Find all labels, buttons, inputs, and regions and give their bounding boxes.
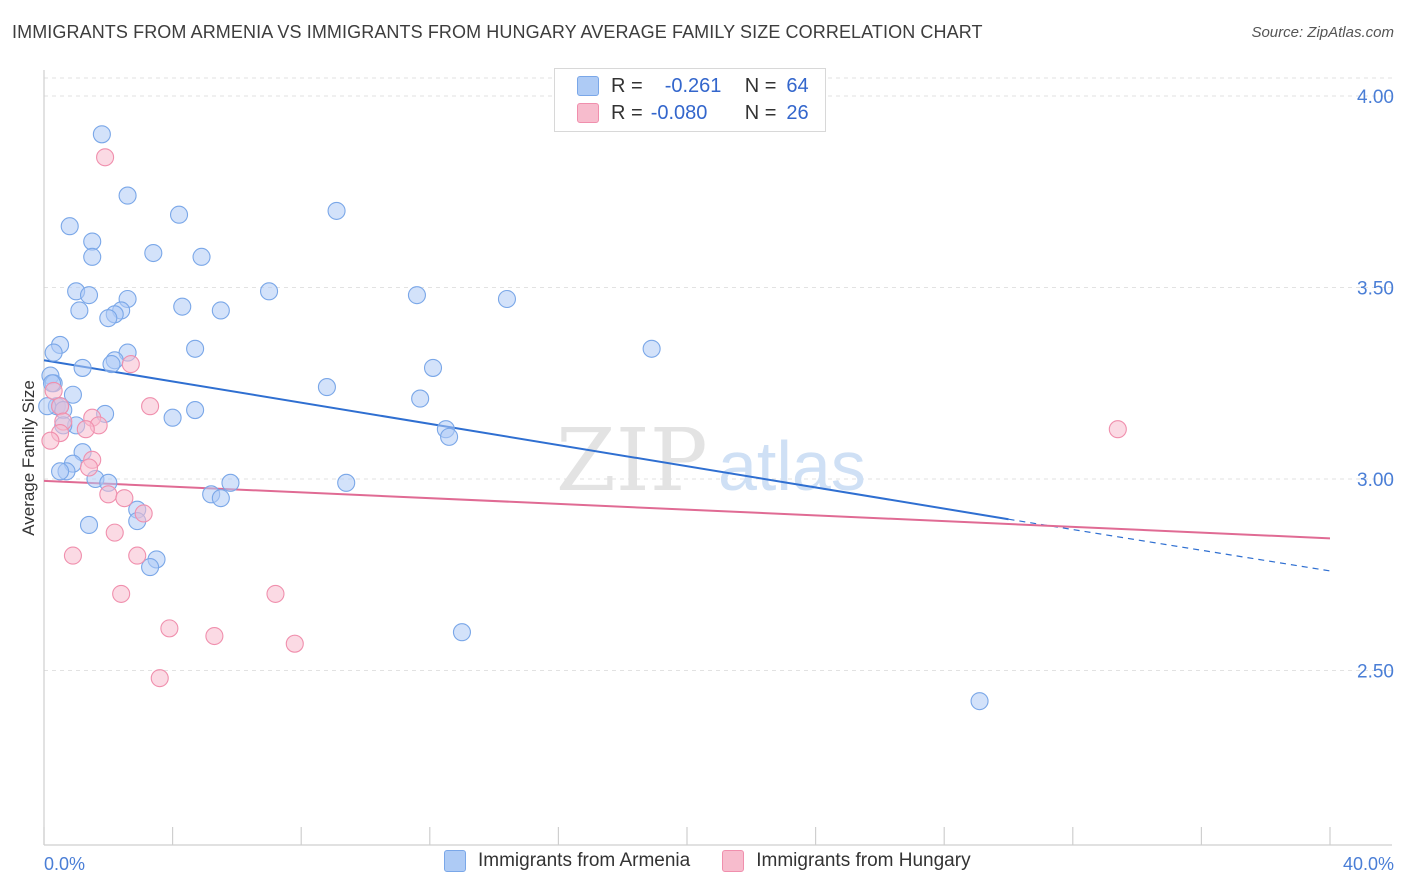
hungary-point xyxy=(51,397,70,416)
x-tick-label: 40.0% xyxy=(1343,854,1394,874)
chart-title: IMMIGRANTS FROM ARMENIA VS IMMIGRANTS FR… xyxy=(12,22,983,42)
armenia-point xyxy=(327,201,346,220)
hungary-point xyxy=(1108,420,1127,439)
hungary-point xyxy=(115,489,134,508)
armenia-point xyxy=(79,286,99,305)
armenia-point xyxy=(83,247,102,266)
armenia-legend-swatch xyxy=(444,850,466,872)
armenia-trend-line xyxy=(43,359,1009,521)
hungary-point xyxy=(99,485,118,504)
hungary-point xyxy=(41,431,60,450)
armenia-point xyxy=(221,473,240,492)
armenia-point xyxy=(970,692,989,711)
series-legend: Immigrants from Armenia Immigrants from … xyxy=(444,850,1003,872)
armenia-point xyxy=(73,358,92,377)
hungary-point xyxy=(63,546,82,565)
hungary-point xyxy=(121,355,140,374)
armenia-point xyxy=(337,473,356,492)
armenia-point xyxy=(186,339,205,358)
armenia-point xyxy=(186,401,205,420)
r-value: -0.261 xyxy=(664,74,722,97)
watermark-zip: ZIP xyxy=(556,411,708,511)
watermark: ZIP atlas xyxy=(556,411,866,511)
n-label: N = xyxy=(744,101,777,124)
armenia-point xyxy=(44,343,63,362)
hungary-point xyxy=(96,148,115,167)
n-value: 64 xyxy=(786,74,809,97)
armenia-point xyxy=(163,408,182,427)
r-label: R = xyxy=(611,101,643,124)
hungary-trend-line xyxy=(43,479,1331,540)
r-value: -0.080 xyxy=(650,101,708,124)
hungary-point xyxy=(128,546,147,565)
armenia-point xyxy=(169,205,189,224)
armenia-point xyxy=(440,427,459,446)
x-tick-label: 0.0% xyxy=(44,854,85,874)
armenia-point xyxy=(102,355,121,374)
armenia-point xyxy=(144,243,163,263)
armenia-point xyxy=(83,232,102,251)
armenia-point xyxy=(51,462,70,481)
armenia-point xyxy=(173,297,192,316)
armenia-point xyxy=(211,301,230,320)
hungary-point xyxy=(160,619,179,638)
stats-row-hungary: R = -0.080 N = 26 xyxy=(577,100,809,126)
hungary-point xyxy=(79,458,99,477)
hungary-point xyxy=(112,584,131,603)
armenia-point xyxy=(70,301,89,320)
armenia-point xyxy=(423,358,443,377)
stats-legend: R = -0.261 N = 64 R = -0.080 N = 26 xyxy=(554,68,826,132)
hungary-point xyxy=(150,669,169,688)
armenia-point xyxy=(407,286,426,305)
hungary-swatch xyxy=(577,103,599,123)
armenia-point xyxy=(99,309,118,328)
armenia-point xyxy=(317,378,336,397)
watermark-atlas: atlas xyxy=(718,427,866,505)
armenia-point xyxy=(642,339,661,358)
hungary-point xyxy=(285,634,304,653)
hungary-point xyxy=(76,420,95,439)
y-tick-label: 2.50 xyxy=(1357,662,1394,683)
y-tick-label: 4.00 xyxy=(1357,87,1394,108)
source-credit: Source: ZipAtlas.com xyxy=(1251,24,1394,41)
hungary-point xyxy=(266,584,285,603)
hungary-point xyxy=(44,381,63,400)
legend-label-hungary: Immigrants from Hungary xyxy=(756,850,971,871)
hungary-legend-swatch xyxy=(722,850,745,872)
armenia-point xyxy=(79,515,99,535)
armenia-point xyxy=(259,282,279,301)
armenia-point xyxy=(141,558,160,577)
armenia-point xyxy=(411,389,430,408)
y-tick-label: 3.50 xyxy=(1357,279,1394,300)
hungary-point xyxy=(105,523,124,542)
armenia-point xyxy=(63,385,82,404)
hungary-point xyxy=(134,504,153,523)
hungary-point xyxy=(141,397,160,416)
r-label: R = xyxy=(611,74,643,97)
legend-label-armenia: Immigrants from Armenia xyxy=(478,850,691,871)
armenia-point xyxy=(497,289,517,309)
y-tick-label: 3.00 xyxy=(1357,470,1394,491)
legend-item-hungary[interactable]: Immigrants from Hungary xyxy=(722,850,971,872)
n-label: N = xyxy=(744,74,777,97)
n-value: 26 xyxy=(786,101,809,124)
armenia-point xyxy=(118,186,137,205)
armenia-point xyxy=(92,125,111,144)
armenia-point xyxy=(211,489,230,508)
stats-row-armenia: R = -0.261 N = 64 xyxy=(577,73,809,99)
armenia-swatch xyxy=(577,76,599,96)
y-axis-label: Average Family Size xyxy=(19,380,38,536)
armenia-point xyxy=(452,623,472,642)
armenia-point xyxy=(60,217,79,236)
legend-item-armenia[interactable]: Immigrants from Armenia xyxy=(444,850,690,872)
hungary-point xyxy=(205,626,224,646)
armenia-point xyxy=(192,247,211,266)
